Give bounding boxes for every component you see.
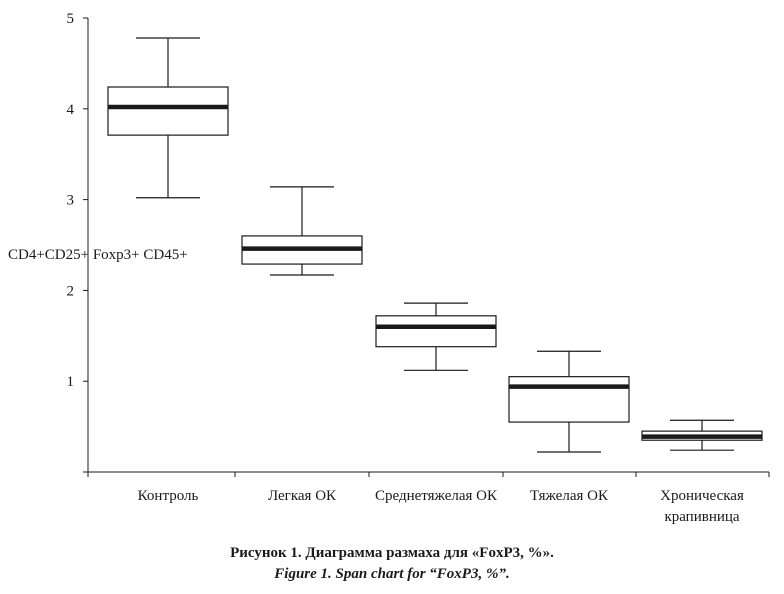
x-tick-label: Контроль bbox=[138, 488, 199, 504]
x-tick-label: Тяжелая ОК bbox=[530, 488, 609, 504]
box-series bbox=[107, 37, 763, 453]
x-tick-label: Хроническая крапивница bbox=[660, 488, 744, 525]
x-tick-label: Среднетяжелая ОК bbox=[375, 488, 498, 504]
axes: 1 2 3 4 5 Контроль Легкая ОК Среднетяжелая ОК Тя… bbox=[67, 11, 770, 525]
box-plot-item bbox=[241, 186, 363, 276]
box-plot-item bbox=[375, 302, 497, 371]
iqr-box bbox=[107, 86, 229, 136]
y-tick-label: 4 bbox=[67, 102, 75, 118]
y-tick-label: 3 bbox=[67, 193, 75, 209]
y-tick-label: 5 bbox=[67, 11, 75, 27]
x-tick-label: Легкая ОК bbox=[268, 488, 337, 504]
iqr-box bbox=[375, 315, 497, 348]
figure-caption-en: Figure 1. Span chart for “FoxP3, %”. bbox=[274, 566, 510, 582]
box-plot-chart: 1 2 3 4 5 Контроль Легкая ОК Среднетяжелая ОК Тя… bbox=[8, 11, 770, 525]
iqr-box bbox=[508, 376, 630, 423]
box-plot-item bbox=[107, 37, 229, 199]
box-plot-item bbox=[641, 419, 763, 451]
y-axis-label: CD4+CD25+ Foxp3+ CD45+ bbox=[8, 247, 188, 263]
y-tick-label: 1 bbox=[67, 374, 75, 390]
figure-caption-ru: Рисунок 1. Диаграмма размаха для «FoxP3,… bbox=[230, 545, 554, 561]
box-plot-item bbox=[508, 350, 630, 453]
y-tick-label: 2 bbox=[67, 283, 75, 299]
